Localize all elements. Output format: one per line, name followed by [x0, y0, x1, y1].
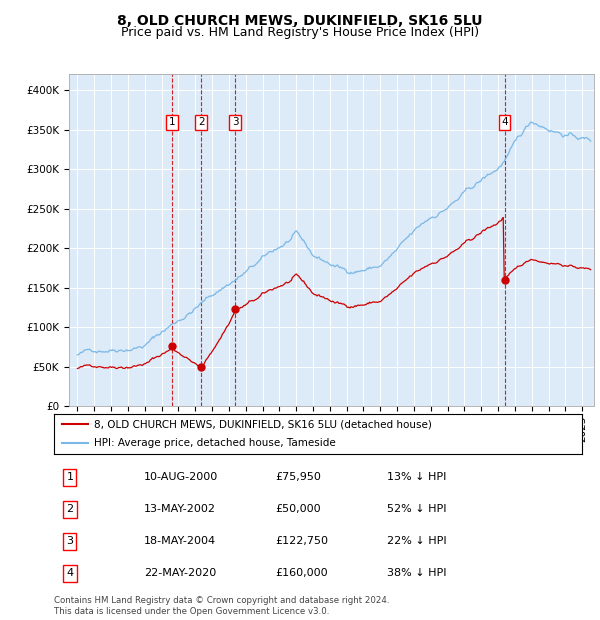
Text: 10-AUG-2000: 10-AUG-2000 — [144, 472, 218, 482]
Text: 2: 2 — [66, 505, 73, 515]
Text: Price paid vs. HM Land Registry's House Price Index (HPI): Price paid vs. HM Land Registry's House … — [121, 26, 479, 39]
Text: 8, OLD CHURCH MEWS, DUKINFIELD, SK16 5LU (detached house): 8, OLD CHURCH MEWS, DUKINFIELD, SK16 5LU… — [94, 419, 431, 430]
Text: 13% ↓ HPI: 13% ↓ HPI — [386, 472, 446, 482]
Text: 8, OLD CHURCH MEWS, DUKINFIELD, SK16 5LU: 8, OLD CHURCH MEWS, DUKINFIELD, SK16 5LU — [117, 14, 483, 28]
Text: £50,000: £50,000 — [276, 505, 322, 515]
Text: 2: 2 — [198, 118, 205, 128]
Text: 4: 4 — [501, 118, 508, 128]
Text: 1: 1 — [169, 118, 175, 128]
Text: £75,950: £75,950 — [276, 472, 322, 482]
Text: 13-MAY-2002: 13-MAY-2002 — [144, 505, 216, 515]
Text: 4: 4 — [66, 569, 73, 578]
Text: 1: 1 — [67, 472, 73, 482]
Text: 3: 3 — [67, 536, 73, 546]
Text: 22% ↓ HPI: 22% ↓ HPI — [386, 536, 446, 546]
Text: £122,750: £122,750 — [276, 536, 329, 546]
Text: 52% ↓ HPI: 52% ↓ HPI — [386, 505, 446, 515]
Text: 18-MAY-2004: 18-MAY-2004 — [144, 536, 216, 546]
Text: 3: 3 — [232, 118, 239, 128]
Text: 22-MAY-2020: 22-MAY-2020 — [144, 569, 216, 578]
Text: Contains HM Land Registry data © Crown copyright and database right 2024.
This d: Contains HM Land Registry data © Crown c… — [54, 596, 389, 616]
Text: HPI: Average price, detached house, Tameside: HPI: Average price, detached house, Tame… — [94, 438, 335, 448]
Text: 38% ↓ HPI: 38% ↓ HPI — [386, 569, 446, 578]
Text: £160,000: £160,000 — [276, 569, 328, 578]
